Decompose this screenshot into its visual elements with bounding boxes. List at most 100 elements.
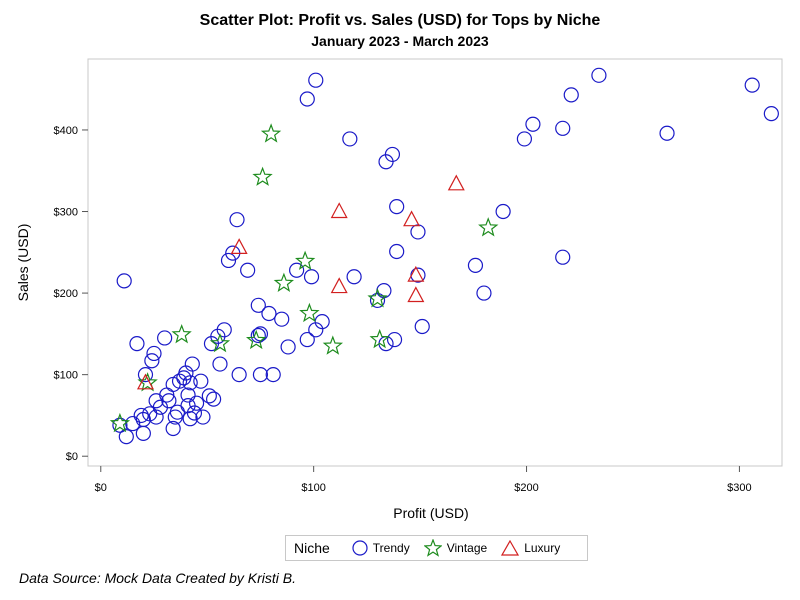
data-point-trendy bbox=[744, 77, 760, 93]
legend-label-trendy: Trendy bbox=[372, 541, 410, 555]
y-tick-label: $200 bbox=[54, 288, 78, 300]
data-point-trendy bbox=[495, 203, 511, 220]
data-point-trendy bbox=[342, 131, 358, 147]
data-point-trendy bbox=[137, 367, 154, 383]
data-point-trendy bbox=[384, 146, 401, 163]
data-point-trendy bbox=[252, 367, 269, 383]
data-point-trendy bbox=[182, 375, 198, 391]
x-tick-label: $100 bbox=[301, 482, 325, 494]
y-tick-label: $300 bbox=[54, 207, 78, 219]
data-point-luxury bbox=[403, 210, 421, 227]
data-point-trendy bbox=[129, 336, 145, 352]
data-point-trendy bbox=[346, 269, 362, 285]
star-marker-icon bbox=[423, 539, 442, 557]
data-point-luxury bbox=[447, 174, 465, 191]
data-point-trendy bbox=[169, 404, 186, 420]
y-tick-label: $0 bbox=[66, 451, 78, 463]
data-point-trendy bbox=[231, 367, 247, 383]
data-point-trendy bbox=[193, 373, 209, 389]
data-point-trendy bbox=[180, 387, 196, 403]
data-point-trendy bbox=[112, 417, 128, 433]
data-point-trendy bbox=[220, 252, 237, 269]
data-point-trendy bbox=[250, 327, 266, 344]
data-point-trendy bbox=[182, 411, 198, 427]
data-point-trendy bbox=[135, 425, 151, 441]
data-point-trendy bbox=[467, 257, 484, 273]
data-point-trendy bbox=[274, 311, 290, 327]
data-source-note: Data Source: Mock Data Created by Kristi… bbox=[19, 570, 296, 586]
data-point-vintage bbox=[295, 250, 316, 270]
data-point-trendy bbox=[303, 269, 320, 285]
data-point-vintage bbox=[109, 412, 131, 433]
data-point-trendy bbox=[261, 305, 277, 322]
x-tick-label: $300 bbox=[727, 482, 751, 494]
plot-area bbox=[87, 58, 783, 467]
data-point-luxury bbox=[330, 202, 348, 219]
data-point-trendy bbox=[555, 249, 571, 265]
data-point-trendy bbox=[555, 120, 571, 136]
data-point-trendy bbox=[229, 212, 245, 228]
y-tick-label: $400 bbox=[54, 125, 78, 137]
data-point-luxury bbox=[230, 238, 248, 255]
data-point-trendy bbox=[389, 243, 405, 260]
x-axis-label: Profit (USD) bbox=[393, 505, 468, 521]
data-point-trendy bbox=[188, 395, 205, 411]
data-point-trendy bbox=[116, 273, 132, 289]
y-axis-label: Sales (USD) bbox=[15, 224, 31, 302]
data-point-luxury bbox=[136, 373, 154, 390]
legend-item-trendy: Trendy bbox=[352, 540, 410, 556]
data-point-luxury bbox=[407, 286, 425, 303]
data-point-luxury bbox=[330, 277, 348, 294]
chart-title: Scatter Plot: Profit vs. Sales (USD) for… bbox=[199, 12, 601, 29]
data-point-trendy bbox=[118, 429, 134, 445]
data-point-trendy bbox=[386, 331, 403, 348]
data-point-trendy bbox=[299, 91, 315, 107]
chart-subtitle: January 2023 - March 2023 bbox=[311, 33, 489, 49]
data-point-trendy bbox=[476, 285, 492, 301]
data-point-trendy bbox=[591, 67, 607, 83]
data-point-trendy bbox=[308, 72, 324, 88]
x-tick-label: $200 bbox=[514, 482, 538, 494]
data-point-trendy bbox=[195, 409, 211, 425]
data-point-trendy bbox=[280, 339, 296, 355]
triangle-marker-icon bbox=[501, 540, 520, 556]
data-point-vintage bbox=[322, 335, 344, 355]
data-point-trendy bbox=[146, 345, 162, 362]
data-point-trendy bbox=[133, 407, 149, 424]
data-point-trendy bbox=[144, 353, 160, 369]
legend-item-luxury: Luxury bbox=[501, 540, 560, 556]
legend-label-vintage: Vintage bbox=[446, 541, 488, 555]
x-tick-label: $0 bbox=[95, 482, 107, 494]
legend-item-vintage: Vintage bbox=[423, 539, 488, 557]
data-point-trendy bbox=[299, 331, 315, 348]
data-point-trendy bbox=[265, 367, 281, 383]
data-point-vintage bbox=[209, 332, 231, 353]
legend-label-luxury: Luxury bbox=[524, 541, 561, 555]
data-point-trendy bbox=[206, 391, 222, 407]
y-tick-label: $100 bbox=[54, 370, 78, 382]
data-point-trendy bbox=[240, 262, 256, 278]
data-point-trendy bbox=[201, 388, 217, 404]
data-point-vintage bbox=[252, 166, 273, 186]
data-point-vintage bbox=[245, 329, 267, 350]
data-point-vintage bbox=[369, 328, 390, 349]
legend-title: Niche bbox=[294, 540, 330, 556]
circle-marker-icon bbox=[352, 540, 368, 556]
data-point-trendy bbox=[763, 106, 779, 122]
data-point-trendy bbox=[525, 116, 541, 132]
data-point-vintage bbox=[260, 123, 282, 143]
data-point-trendy bbox=[516, 131, 533, 147]
data-point-trendy bbox=[410, 224, 426, 240]
data-point-trendy bbox=[165, 420, 181, 437]
data-point-vintage bbox=[171, 324, 192, 344]
data-point-vintage bbox=[367, 288, 388, 308]
data-point-vintage bbox=[478, 217, 499, 237]
data-point-trendy bbox=[289, 262, 305, 278]
data-point-trendy bbox=[212, 356, 228, 372]
data-point-trendy bbox=[659, 125, 675, 141]
data-point-trendy bbox=[250, 297, 266, 313]
data-point-trendy bbox=[414, 318, 430, 335]
data-point-trendy bbox=[186, 405, 203, 421]
data-point-vintage bbox=[299, 302, 320, 323]
